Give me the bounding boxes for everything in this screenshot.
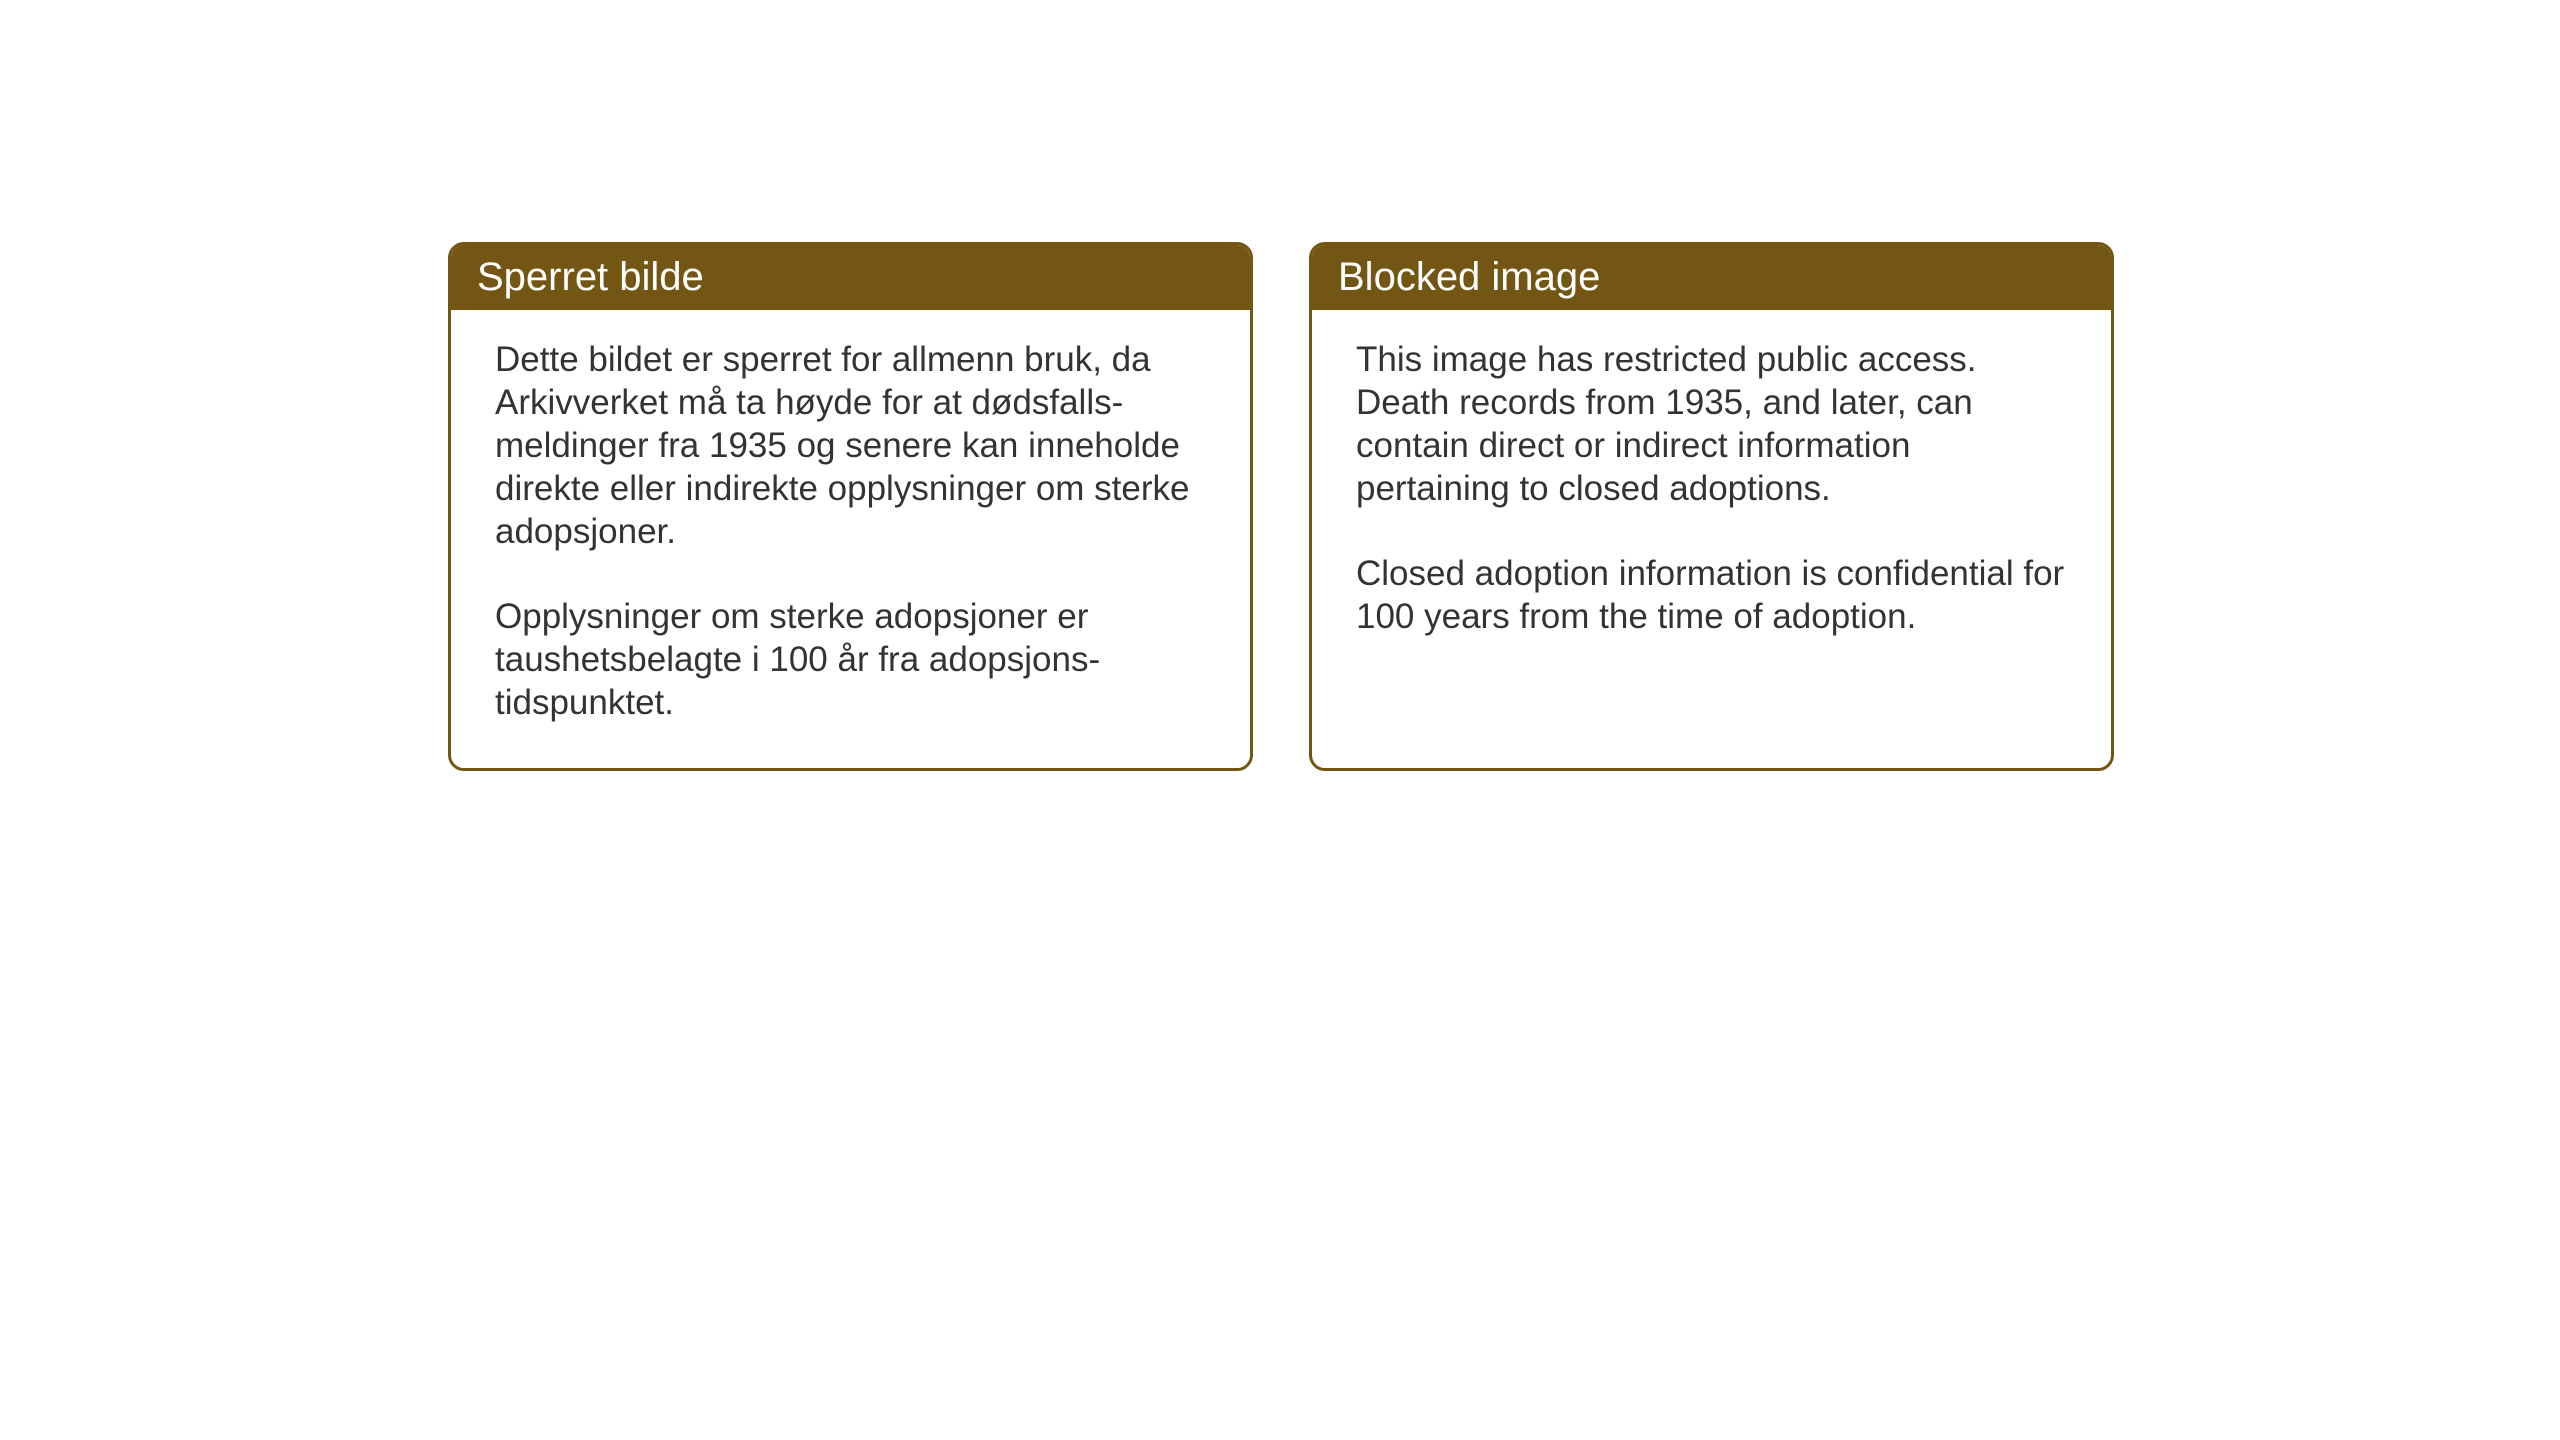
card-header-english: Blocked image [1312, 245, 2111, 310]
card-title: Sperret bilde [477, 255, 704, 299]
card-paragraph: This image has restricted public access.… [1356, 338, 2067, 510]
notice-card-english: Blocked image This image has restricted … [1309, 242, 2114, 771]
card-paragraph: Closed adoption information is confident… [1356, 552, 2067, 638]
notice-card-norwegian: Sperret bilde Dette bildet er sperret fo… [448, 242, 1253, 771]
card-paragraph: Opplysninger om sterke adopsjoner er tau… [495, 595, 1206, 724]
card-body-english: This image has restricted public access.… [1312, 310, 2111, 682]
notice-cards-container: Sperret bilde Dette bildet er sperret fo… [448, 242, 2114, 771]
card-title: Blocked image [1338, 255, 1600, 299]
card-body-norwegian: Dette bildet er sperret for allmenn bruk… [451, 310, 1250, 768]
card-paragraph: Dette bildet er sperret for allmenn bruk… [495, 338, 1206, 553]
card-header-norwegian: Sperret bilde [451, 245, 1250, 310]
